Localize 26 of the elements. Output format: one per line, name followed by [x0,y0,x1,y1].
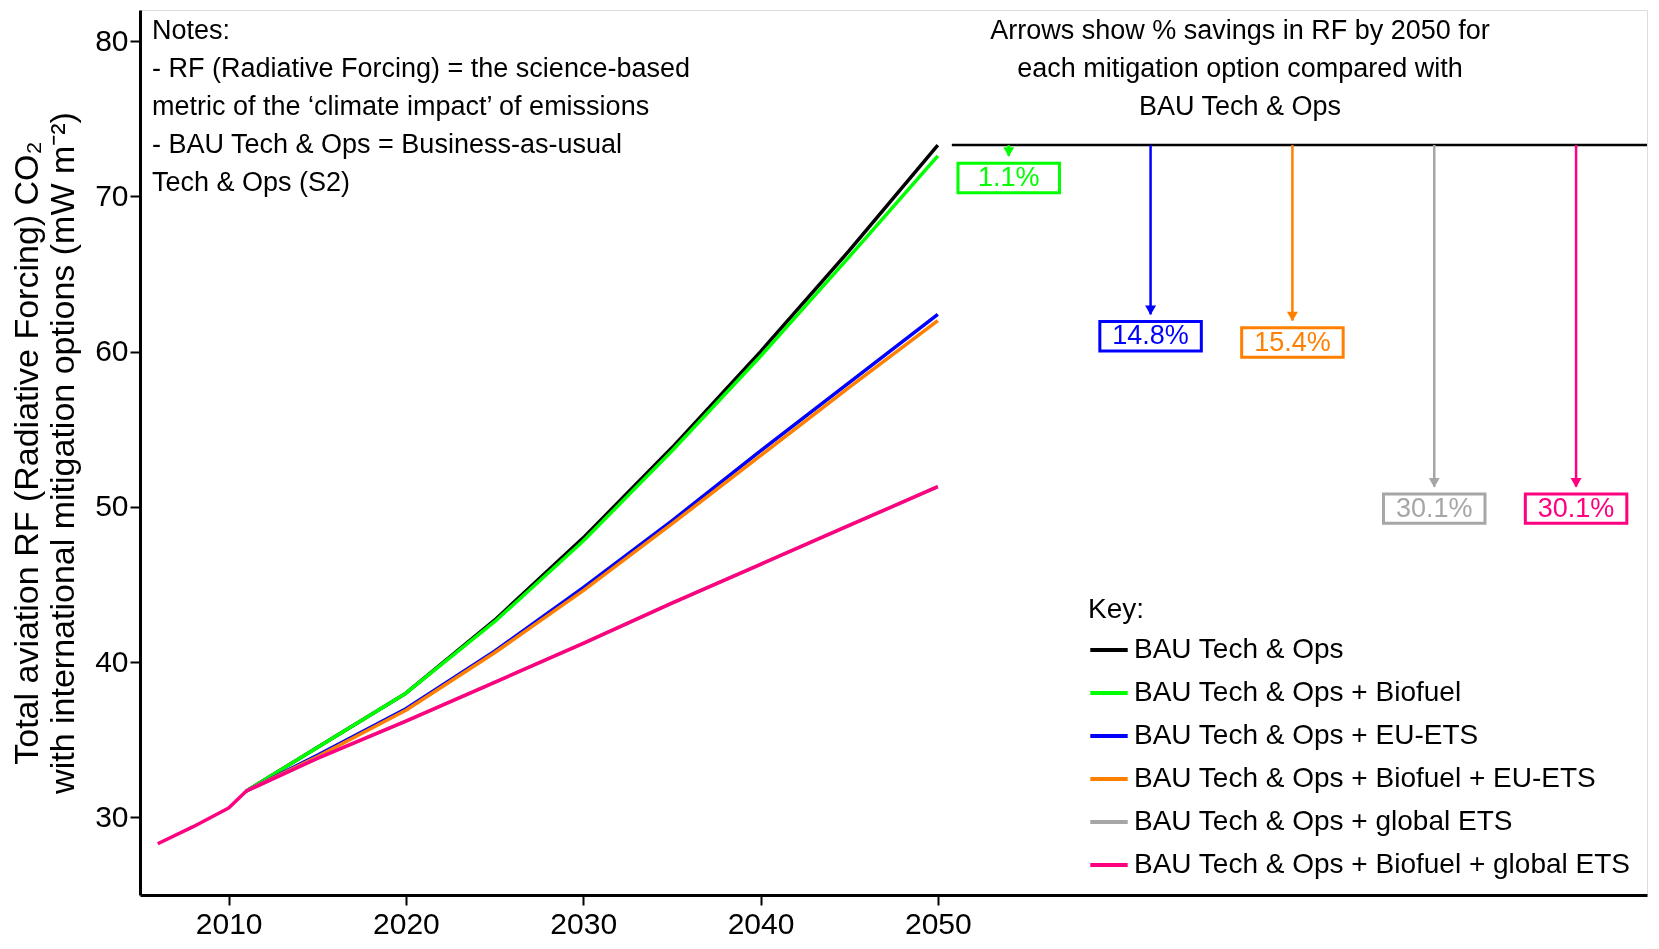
x-tick-label: 2050 [904,906,972,940]
x-tick-label: 2030 [550,906,618,940]
annotation: Notes: - RF (Radiative Forcing) = the science-based metric of the ‘climate impact’ of emissions - BAU Tech & Ops = Business-as-usual Tech & Ops (S2) [152,15,690,197]
annotation: 1.1% [977,161,1040,192]
x-tick-label: 2020 [373,906,440,940]
legend-label: BAU Tech & Ops [1134,633,1344,664]
legend-label: BAU Tech & Ops + global ETS [1134,805,1513,836]
annotation: 15.4% [1254,326,1331,357]
annotation: 30.1% [1395,492,1473,523]
y-tick-label: 60 [95,334,129,368]
x-tick-label: 2010 [195,906,263,940]
legend-label: BAU Tech & Ops + Biofuel + EU-ETS [1134,762,1596,793]
y-tick-label: 40 [95,644,129,678]
legend-label: BAU Tech & Ops + EU-ETS [1134,719,1479,750]
y-axis-title: Total aviation RF (Radiative Forcing) CO₂ with international mitigation options (mW m⁻²) [7,112,82,795]
y-tick-label: 50 [95,489,129,523]
annotation: 30.1% [1537,492,1615,523]
legend-title: Key: [1088,593,1145,624]
legend-label: BAU Tech & Ops + Biofuel + global ETS [1134,848,1630,879]
y-tick-label: 30 [95,799,129,833]
y-tick-label: 80 [95,23,129,57]
legend-label: BAU Tech & Ops + Biofuel [1134,676,1462,707]
x-tick-label: 2040 [727,906,795,940]
annotation: 14.8% [1112,320,1189,351]
y-tick-label: 70 [95,178,129,212]
annotation: Arrows show % savings in RF by 2050 for each mitigation option compared with BAU Tech & Ops [990,15,1490,121]
